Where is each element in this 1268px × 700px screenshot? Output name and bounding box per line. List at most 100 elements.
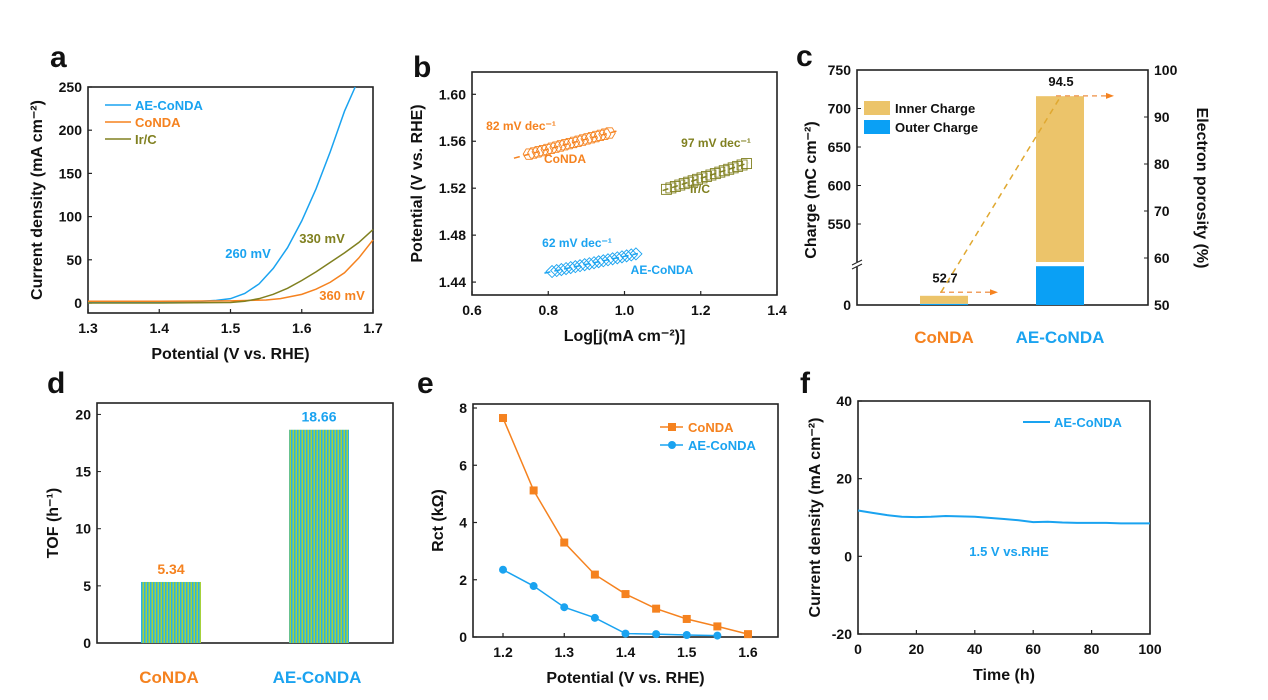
data-point-square — [621, 590, 630, 599]
data-point-diamond — [596, 254, 610, 268]
y-tick-label: 550 — [828, 216, 852, 232]
y-tick-label: 20 — [75, 406, 91, 422]
data-point-square — [660, 183, 672, 195]
y-tick-label: 8 — [459, 400, 467, 416]
data-point-diamond — [615, 250, 629, 264]
data-point-diamond — [610, 251, 624, 265]
y-axis-label: Potential (V vs. RHE) — [409, 104, 426, 262]
data-point-diamond — [559, 261, 573, 276]
legend-marker — [668, 441, 676, 449]
y-tick-label: 1.44 — [439, 274, 466, 290]
data-point-circle — [652, 630, 661, 639]
data-point-square — [652, 604, 661, 613]
plot-frame — [471, 71, 778, 296]
data-point-hexagon — [571, 135, 585, 147]
data-point-hexagon — [602, 127, 616, 139]
data-point-hexagon — [544, 142, 558, 154]
bar-inner-charge — [1036, 96, 1084, 263]
bar-tof — [289, 429, 349, 643]
y-axis-label: Rct (kΩ) — [430, 489, 447, 552]
legend-swatch — [864, 101, 890, 115]
data-point-square — [692, 173, 704, 185]
data-point-diamond — [601, 253, 615, 267]
data-point-diamond — [592, 255, 606, 269]
panel-letter: e — [417, 367, 434, 400]
plot-frame — [96, 402, 394, 644]
data-point-hexagon — [558, 139, 572, 151]
x-tick-label: 1.0 — [615, 302, 635, 318]
y-tick-label: 0 — [74, 295, 82, 311]
data-point-diamond — [587, 256, 601, 270]
data-point-diamond — [550, 263, 564, 278]
y2-tick-label: 70 — [1154, 203, 1170, 219]
data-point-hexagon — [531, 146, 545, 158]
y2-tick-label: 60 — [1154, 250, 1170, 266]
fit-line — [513, 130, 618, 159]
panel-letter: c — [796, 40, 813, 73]
data-point-square — [674, 179, 686, 191]
bar-inner-charge — [920, 295, 968, 304]
data-point-hexagon — [562, 137, 576, 150]
arrow-head — [1106, 92, 1114, 99]
data-point-square — [723, 163, 735, 175]
x-tick-label: 1.5 — [677, 644, 697, 660]
data-point-diamond — [629, 247, 643, 261]
data-point-square — [560, 538, 569, 547]
y-tick-label: 1.56 — [439, 133, 466, 149]
series-line-CoNDA — [88, 239, 374, 303]
series-line-Ir/C — [88, 228, 374, 304]
data-point-hexagon — [598, 128, 612, 140]
y2-tick-label: 80 — [1154, 156, 1170, 172]
series-label: CoNDA — [544, 152, 586, 166]
series-label: AE-CoNDA — [631, 263, 694, 277]
panel-c: 0 550 600 650 700 750 50 60 70 80 90 100 Charge (mC … — [803, 62, 1210, 347]
y-tick-label: 1.52 — [439, 180, 466, 196]
plot-frame — [857, 400, 1151, 635]
data-point-circle — [590, 613, 599, 622]
data-point-circle — [621, 629, 630, 638]
plot-frame — [87, 86, 374, 314]
data-point-square — [732, 160, 744, 172]
annotation: 260 mV — [225, 246, 271, 261]
y-tick-label: 6 — [459, 457, 467, 473]
y-tick-label: 2 — [459, 572, 467, 588]
data-point-circle — [560, 603, 569, 612]
data-point-hexagon — [593, 129, 607, 142]
legend-label: Inner Charge — [895, 101, 975, 116]
data-point-square — [705, 169, 717, 181]
data-point-square — [665, 182, 677, 194]
y-tick-label: 1.48 — [439, 227, 466, 243]
x-tick-label: 1.4 — [150, 320, 170, 336]
legend-swatch — [864, 120, 890, 134]
data-point-diamond — [578, 258, 592, 272]
data-point-hexagon — [589, 130, 603, 143]
data-point-diamond — [568, 259, 582, 274]
data-point-square — [714, 166, 726, 178]
x-axis-label: Log[j(mA cm⁻²)] — [564, 328, 686, 345]
legend-label: CoNDA — [688, 420, 734, 435]
y-tick-label: 40 — [836, 393, 852, 409]
y-tick-label: 5 — [83, 578, 91, 594]
y-tick-label: 100 — [59, 209, 83, 225]
panel-e: 1.2 1.3 1.4 1.5 1.6 0 2 4 6 8 Potential (V vs. RHE… — [430, 400, 779, 687]
legend-label: CoNDA — [135, 115, 181, 130]
y-tick-label: 750 — [828, 62, 852, 78]
fit-line — [662, 162, 749, 192]
legend-label: AE-CoNDA — [688, 438, 756, 453]
y2-axis-label: Electron porosity (%) — [1193, 108, 1210, 269]
x-axis-label: Potential (V vs. RHE) — [151, 346, 309, 363]
x-tick-label: 1.4 — [767, 302, 787, 318]
data-point-square — [590, 570, 599, 579]
y-tick-label: 50 — [66, 252, 82, 268]
data-point-hexagon — [567, 136, 581, 149]
data-point-square — [678, 178, 690, 190]
panel-b: 0.6 0.8 1.0 1.2 1.4 1.44 1.48 1.52 1.56 1.60 Log[j… — [409, 71, 787, 345]
y2-tick-label: 90 — [1154, 109, 1170, 125]
y-tick-label: 150 — [59, 165, 83, 181]
data-point-hexagon — [553, 140, 567, 152]
y-tick-label: 0 — [83, 635, 91, 651]
data-point-circle — [682, 630, 691, 639]
porosity-trend-line — [940, 95, 1062, 293]
x-tick-label: 0.6 — [462, 302, 482, 318]
legend-label: AE-CoNDA — [135, 98, 203, 113]
